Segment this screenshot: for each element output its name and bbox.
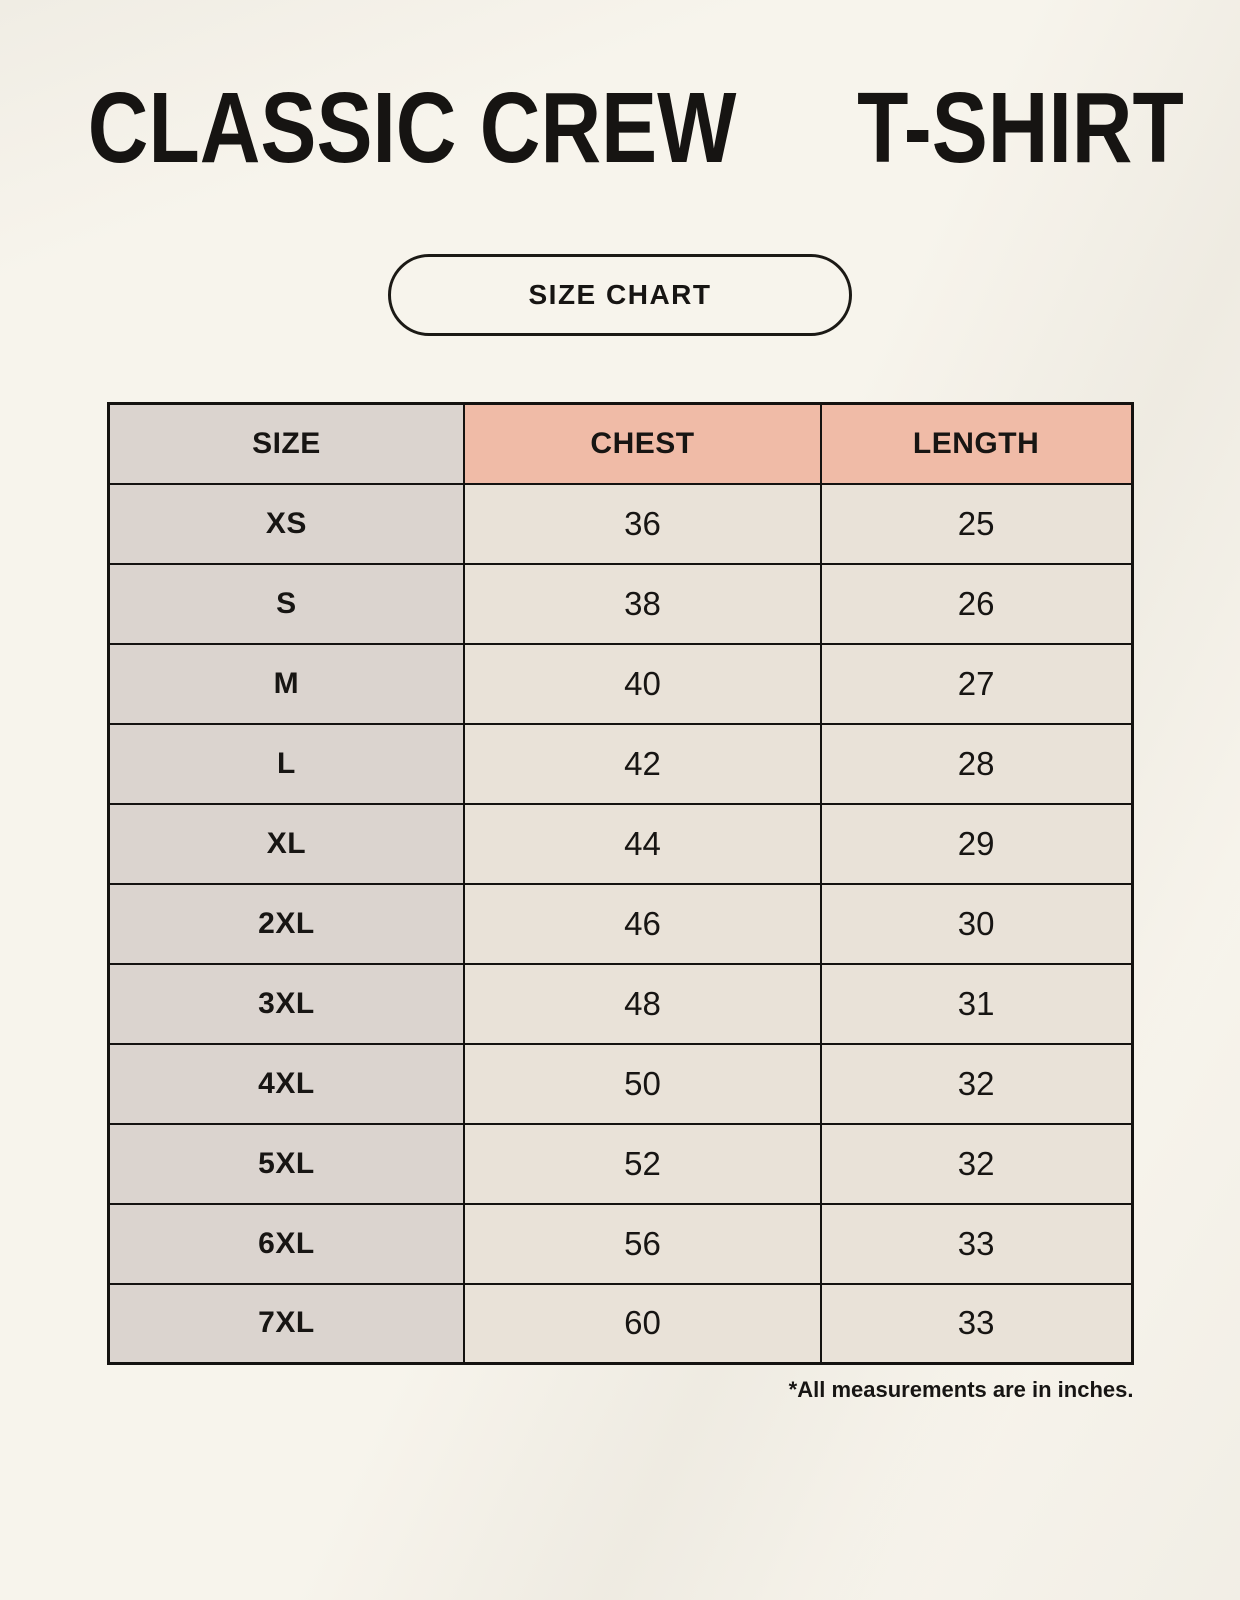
chest-value-cell: 38 [463,562,822,645]
size-table-row: 4XL 50 32 [106,1042,1134,1125]
chest-value-cell: 44 [463,802,822,885]
length-column-header: LENGTH [819,402,1134,485]
length-value-cell: 32 [819,1122,1134,1205]
length-value-cell: 26 [819,562,1134,645]
length-value-cell: 29 [819,802,1134,885]
measurements-footnote: *All measurements are in inches. [788,1377,1134,1402]
size-cell: 5XL [106,1122,466,1205]
size-table: SIZE CHEST LENGTH XS 36 25 S 38 26 M 40 … [106,402,1134,1365]
size-cell: 4XL [106,1042,466,1125]
chest-column-header: CHEST [463,402,822,485]
size-cell: S [106,562,466,645]
chest-value-cell: 56 [463,1202,822,1285]
size-cell: XL [106,802,466,885]
size-cell: L [106,722,466,805]
length-value-cell: 31 [819,962,1134,1045]
size-cell: 7XL [106,1282,466,1365]
size-cell: XS [106,482,466,565]
chest-value-cell: 52 [463,1122,822,1205]
length-value-cell: 28 [819,722,1134,805]
chest-value-cell: 36 [463,482,822,565]
size-table-row: XS 36 25 [106,482,1134,565]
size-table-row: 7XL 60 33 [106,1282,1134,1365]
size-chart-button[interactable]: SIZE CHART [388,254,852,336]
size-cell: 6XL [106,1202,466,1285]
size-column-header: SIZE [106,402,466,485]
size-cell: 2XL [106,882,466,965]
size-table-row: L 42 28 [106,722,1134,805]
length-value-cell: 25 [819,482,1134,565]
page-title: CLASSIC CREW T-SHIRT [0,0,1240,184]
size-cell: M [106,642,466,725]
size-cell: 3XL [106,962,466,1045]
length-value-cell: 33 [819,1202,1134,1285]
size-table-container: SIZE CHEST LENGTH XS 36 25 S 38 26 M 40 … [106,402,1134,1365]
size-table-row: S 38 26 [106,562,1134,645]
length-value-cell: 33 [819,1282,1134,1365]
page-title-line-2: T-SHIRT [856,72,1184,184]
size-table-row: M 40 27 [106,642,1134,725]
chest-value-cell: 60 [463,1282,822,1365]
chest-value-cell: 42 [463,722,822,805]
size-table-header-row: SIZE CHEST LENGTH [106,402,1134,485]
size-table-row: 5XL 52 32 [106,1122,1134,1205]
size-table-row: 3XL 48 31 [106,962,1134,1045]
page-title-line-1: CLASSIC CREW [87,72,736,184]
length-value-cell: 30 [819,882,1134,965]
size-table-row: 6XL 56 33 [106,1202,1134,1285]
size-table-row: XL 44 29 [106,802,1134,885]
size-chart-button-container: SIZE CHART [0,254,1240,336]
chest-value-cell: 40 [463,642,822,725]
size-table-row: 2XL 46 30 [106,882,1134,965]
chest-value-cell: 46 [463,882,822,965]
length-value-cell: 32 [819,1042,1134,1125]
size-chart-button-label: SIZE CHART [528,279,712,310]
chest-value-cell: 50 [463,1042,822,1125]
chest-value-cell: 48 [463,962,822,1045]
length-value-cell: 27 [819,642,1134,725]
